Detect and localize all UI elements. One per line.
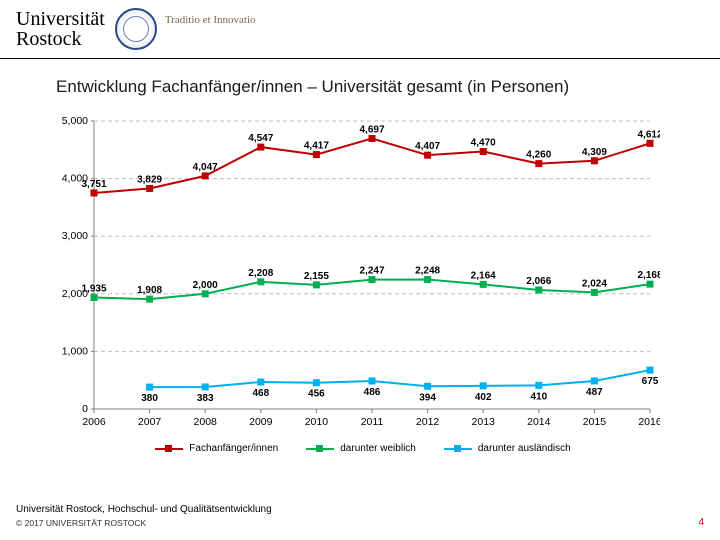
header: Universität Rostock Traditio et Innovati…	[0, 0, 720, 56]
university-logo-text: Universität Rostock	[16, 9, 105, 49]
svg-text:2,066: 2,066	[526, 276, 551, 287]
svg-text:4,547: 4,547	[248, 133, 273, 144]
svg-text:4,612: 4,612	[637, 129, 660, 140]
svg-text:1,908: 1,908	[137, 285, 162, 296]
legend-item: darunter ausländisch	[444, 443, 571, 454]
svg-text:2012: 2012	[416, 416, 440, 428]
svg-text:2006: 2006	[82, 416, 106, 428]
svg-text:4,417: 4,417	[304, 141, 329, 152]
svg-text:675: 675	[642, 376, 659, 387]
svg-text:394: 394	[419, 392, 436, 403]
svg-text:2,168: 2,168	[637, 270, 660, 281]
legend-item: Fachanfänger/innen	[155, 443, 278, 454]
legend-label: darunter ausländisch	[478, 443, 571, 454]
svg-text:456: 456	[308, 389, 325, 400]
svg-text:3,829: 3,829	[137, 174, 162, 185]
footer-department: Universität Rostock, Hochschul- und Qual…	[16, 504, 272, 516]
university-motto: Traditio et Innovatio	[165, 14, 256, 26]
svg-text:4,470: 4,470	[471, 138, 496, 149]
svg-text:4,260: 4,260	[526, 150, 551, 161]
chart-legend: Fachanfänger/innen darunter weiblich darun…	[56, 443, 670, 454]
svg-text:2008: 2008	[194, 416, 218, 428]
svg-text:2,248: 2,248	[415, 266, 440, 277]
svg-text:3,000: 3,000	[62, 230, 88, 242]
svg-text:2,155: 2,155	[304, 271, 329, 282]
svg-text:410: 410	[530, 391, 547, 402]
svg-text:383: 383	[197, 393, 214, 404]
svg-text:2010: 2010	[305, 416, 329, 428]
svg-text:2,024: 2,024	[582, 278, 607, 289]
svg-text:4,697: 4,697	[359, 124, 384, 135]
svg-text:2009: 2009	[249, 416, 273, 428]
line-chart: 01,0002,0003,0004,0005,000 3,7513,8294,0…	[50, 107, 660, 437]
svg-text:468: 468	[252, 388, 269, 399]
university-seal-icon	[115, 8, 157, 50]
svg-text:2015: 2015	[583, 416, 607, 428]
legend-label: darunter weiblich	[340, 443, 416, 454]
slide-footer: Universität Rostock, Hochschul- und Qual…	[16, 504, 704, 528]
svg-text:1,000: 1,000	[62, 345, 88, 357]
svg-text:2011: 2011	[361, 416, 384, 428]
legend-label: Fachanfänger/innen	[189, 443, 278, 454]
svg-text:486: 486	[364, 387, 381, 398]
slide-title: Entwicklung Fachanfänger/innen – Univers…	[56, 77, 670, 97]
slide-body: Entwicklung Fachanfänger/innen – Univers…	[0, 59, 720, 454]
svg-text:487: 487	[586, 387, 603, 398]
legend-item: darunter weiblich	[306, 443, 416, 454]
footer-copyright: © 2017 UNIVERSITÄT ROSTOCK	[16, 518, 272, 528]
svg-text:3,751: 3,751	[81, 179, 106, 190]
logo-line1: Universität	[16, 9, 105, 29]
svg-text:5,000: 5,000	[62, 115, 88, 127]
svg-text:2014: 2014	[527, 416, 551, 428]
svg-text:2013: 2013	[472, 416, 496, 428]
svg-text:402: 402	[475, 392, 492, 403]
svg-text:380: 380	[141, 393, 158, 404]
svg-text:2,247: 2,247	[359, 266, 384, 277]
svg-text:4,309: 4,309	[582, 147, 607, 158]
chart-svg: 01,0002,0003,0004,0005,000 3,7513,8294,0…	[50, 107, 660, 437]
logo-line2: Rostock	[16, 29, 105, 49]
svg-text:2,208: 2,208	[248, 268, 273, 279]
svg-text:2,164: 2,164	[471, 270, 496, 281]
svg-text:2007: 2007	[138, 416, 162, 428]
page-number: 4	[698, 517, 704, 528]
svg-text:2,000: 2,000	[193, 280, 218, 291]
svg-text:2016: 2016	[638, 416, 660, 428]
svg-text:1,935: 1,935	[81, 284, 106, 295]
svg-text:0: 0	[82, 403, 88, 415]
svg-text:4,407: 4,407	[415, 141, 440, 152]
svg-text:4,047: 4,047	[193, 162, 218, 173]
